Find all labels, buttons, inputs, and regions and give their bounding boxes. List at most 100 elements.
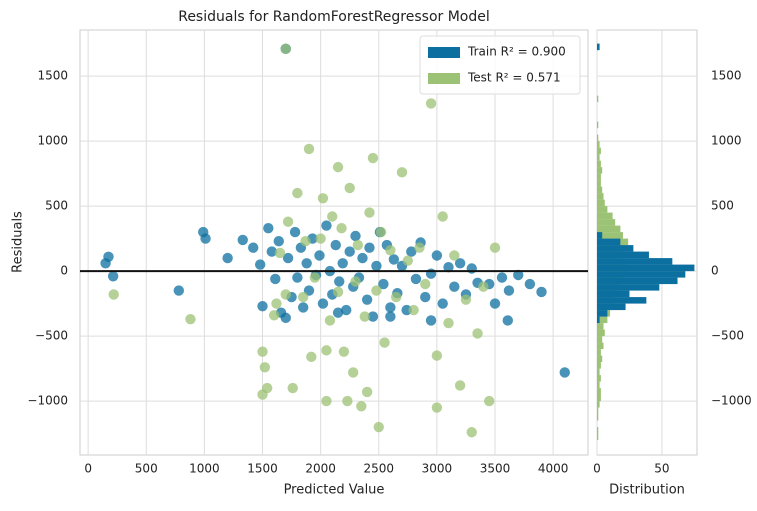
- point: [321, 395, 332, 407]
- point: [379, 337, 390, 348]
- point: [431, 350, 443, 361]
- hist-bar: [597, 186, 603, 194]
- point: [472, 328, 483, 339]
- point: [359, 311, 371, 322]
- point: [297, 302, 309, 313]
- point: [466, 427, 477, 438]
- x-tick-label: 4000: [538, 462, 569, 476]
- point: [321, 345, 332, 356]
- point: [303, 143, 315, 155]
- point: [324, 315, 336, 326]
- x-tick-label: 1000: [189, 462, 220, 476]
- x-tick-label: 500: [135, 462, 158, 476]
- point: [489, 298, 501, 309]
- point: [350, 230, 361, 242]
- point: [431, 250, 443, 261]
- hist-bar: [597, 212, 613, 220]
- y-tick-label: 500: [711, 199, 734, 213]
- y-tick-label: −500: [35, 329, 68, 343]
- point: [337, 258, 348, 269]
- hist-bar: [597, 141, 600, 148]
- point: [336, 223, 347, 234]
- point: [344, 182, 355, 194]
- y-tick-label: −500: [711, 329, 744, 343]
- hist-bar: [597, 290, 630, 298]
- point: [503, 285, 515, 296]
- point: [263, 223, 274, 234]
- hist-bar: [597, 401, 600, 408]
- point: [420, 278, 431, 290]
- hist-bar: [597, 134, 599, 142]
- hist-bar: [597, 433, 599, 441]
- point: [321, 220, 332, 231]
- point: [292, 187, 303, 199]
- point: [280, 43, 291, 55]
- point: [371, 285, 382, 296]
- point: [347, 367, 359, 378]
- point: [350, 276, 361, 287]
- point: [408, 304, 419, 316]
- hist-bar: [597, 43, 600, 51]
- hist-bar: [597, 232, 623, 239]
- hist-bar: [597, 303, 626, 311]
- hist-bar: [597, 323, 604, 330]
- point: [103, 251, 114, 262]
- point: [425, 315, 437, 326]
- point: [513, 269, 524, 281]
- point: [289, 226, 301, 238]
- point: [385, 302, 396, 313]
- point: [437, 298, 448, 309]
- point: [410, 273, 422, 285]
- point: [287, 382, 298, 394]
- point: [257, 346, 268, 357]
- point: [280, 312, 291, 324]
- point: [237, 234, 248, 246]
- y-tick-label: −1000: [711, 394, 752, 408]
- point: [330, 239, 341, 251]
- point: [502, 315, 513, 326]
- hist-x-axis-label: Distribution: [609, 483, 685, 498]
- hist-bar: [597, 160, 601, 168]
- point: [390, 291, 402, 303]
- point: [489, 242, 501, 253]
- point: [361, 386, 373, 398]
- point: [396, 167, 408, 178]
- point: [332, 161, 344, 173]
- y-tick-label: 1000: [37, 134, 68, 148]
- point: [314, 250, 325, 261]
- point: [385, 311, 396, 322]
- hist-bar: [597, 362, 601, 369]
- point: [460, 294, 472, 305]
- hist-bar: [597, 199, 605, 207]
- point: [443, 317, 454, 329]
- point: [364, 242, 375, 253]
- hist-bar: [597, 154, 600, 161]
- y-axis-label: Residuals: [11, 211, 26, 273]
- point: [431, 402, 443, 413]
- point: [406, 246, 417, 257]
- point: [402, 255, 414, 266]
- point: [496, 272, 508, 283]
- x-tick-label: 50: [654, 462, 669, 476]
- legend-label: Train R² = 0.900: [467, 45, 566, 59]
- legend-label: Test R² = 0.571: [467, 71, 561, 85]
- point: [356, 401, 367, 412]
- hist-bar: [597, 238, 621, 246]
- point: [338, 346, 350, 357]
- hist-bar: [597, 95, 599, 103]
- point: [185, 313, 196, 325]
- point: [352, 239, 364, 251]
- point: [300, 236, 311, 247]
- hist-bar: [597, 349, 601, 356]
- point: [268, 310, 280, 321]
- point: [254, 259, 266, 270]
- point: [373, 421, 384, 433]
- point: [449, 250, 460, 261]
- point: [297, 291, 309, 303]
- point: [420, 291, 431, 303]
- point: [357, 252, 368, 264]
- point: [280, 289, 291, 300]
- hist-bar: [597, 180, 601, 187]
- hist-bar: [597, 167, 603, 174]
- hist-bar: [597, 173, 601, 181]
